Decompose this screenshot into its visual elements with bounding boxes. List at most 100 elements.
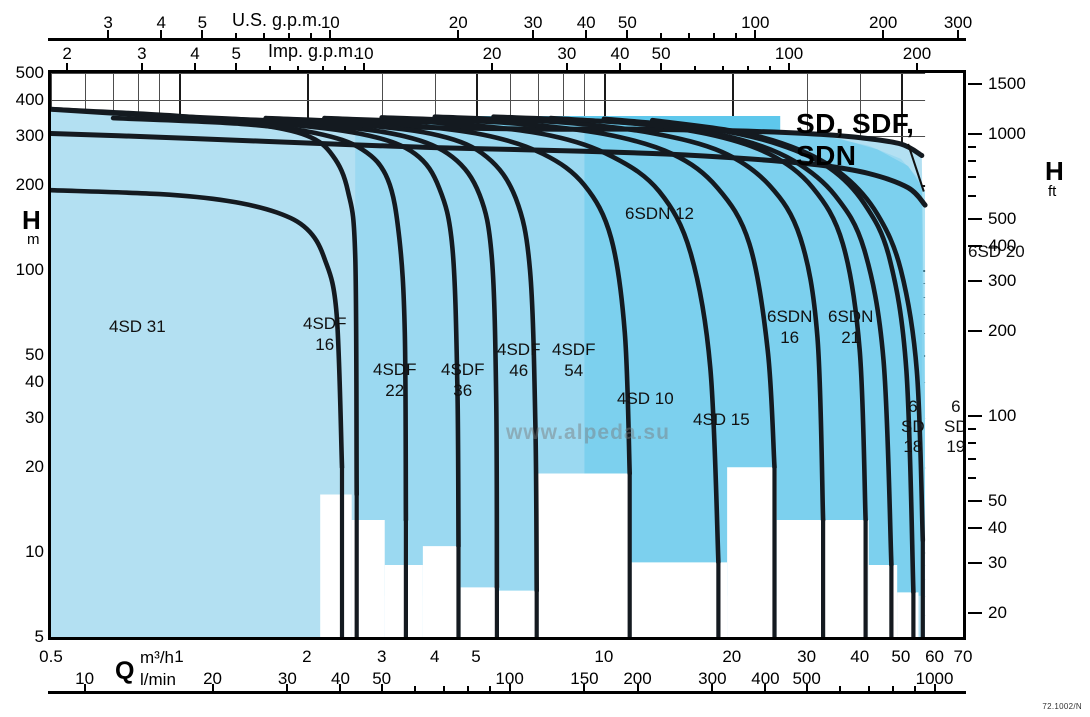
- tick-h-ft-30: 30: [988, 553, 1007, 573]
- tickmark-minor-h-ft: [968, 562, 976, 565]
- tickmark-minor-q-lmin: [933, 686, 936, 692]
- tick-us-gpm-200: 200: [869, 13, 898, 32]
- chart-title: SD, SDF, SDN: [796, 108, 915, 171]
- curve-label-4sdf16-l2: 16: [315, 334, 335, 354]
- tickmark-q-lmin: [583, 684, 586, 692]
- tick-imp-gpm-200: 200: [902, 44, 932, 63]
- tick-imp-gpm-50: 50: [651, 44, 671, 63]
- curve-label-6sd18: 6 SD 18: [901, 398, 925, 456]
- plot-area: 4SD 31 4SDF 16 4SDF 22 4SDF 36 4SDF 46 4…: [48, 70, 966, 640]
- tick-us-gpm-100: 100: [741, 13, 770, 32]
- tick-h-ft-200: 200: [988, 320, 1017, 340]
- tick-q-lmin-30: 30: [277, 669, 297, 688]
- tick-q-lmin-500: 500: [792, 669, 821, 688]
- curve-label-4sd10: 4SD 10: [617, 390, 674, 408]
- leader-line-6sd20: [907, 143, 925, 192]
- tickmark-minor-us-gpm: [263, 33, 266, 39]
- tick-h-m-200: 200: [15, 175, 44, 195]
- tickmark-minor-h-ft: [968, 329, 976, 332]
- tickmark-minor-imp-gpm: [194, 66, 196, 71]
- gridline-h: [51, 100, 963, 102]
- tick-us-gpm-30: 30: [523, 13, 543, 32]
- tick-h-m-400: 400: [15, 90, 44, 110]
- top-axis-label-us-gpm: U.S. g.p.m.: [232, 10, 323, 30]
- top-axis-us-gpm: [0, 0, 1090, 46]
- curve-label-4sd10-text: 4SD 10: [617, 389, 674, 408]
- tickmark-minor-imp-gpm: [321, 66, 324, 71]
- region-gap: [320, 494, 352, 637]
- tickmark-minor-q-lmin: [636, 686, 639, 692]
- tickmark-minor-imp-gpm: [788, 66, 791, 71]
- tickmark-minor-us-gpm: [713, 33, 716, 39]
- tickmark-minor-imp-gpm: [746, 66, 749, 71]
- tickmark-minor-h-ft: [968, 159, 976, 162]
- curve-label-6sdn21-l1: 6SDN: [828, 307, 874, 326]
- tickmark-minor-q-lmin: [508, 686, 511, 692]
- tick-h-m-40: 40: [25, 372, 44, 392]
- tick-q-lmin-100: 100: [495, 669, 524, 688]
- tickmark-minor-us-gpm: [734, 33, 737, 39]
- tickmark-minor-q-lmin: [711, 686, 714, 692]
- right-axis-unit: ft: [1048, 183, 1057, 200]
- tickmark-minor-us-gpm: [626, 33, 629, 39]
- curve-label-6sdn21: 6SDN 21: [828, 308, 873, 347]
- curve-label-4sdf54-l2: 54: [564, 360, 584, 380]
- tickmark-minor-q-lmin: [467, 686, 470, 692]
- tickmark-minor-h-ft: [968, 441, 976, 444]
- region-gap: [824, 519, 869, 637]
- tickmark-minor-h-ft: [968, 176, 976, 179]
- region-gap: [460, 587, 497, 637]
- tick-q-lmin-200: 200: [623, 669, 652, 688]
- tickmark-minor-q-lmin: [892, 686, 895, 692]
- tick-us-gpm-3: 3: [103, 13, 113, 32]
- curve-label-6sdn12-text: 6SDN 12: [625, 204, 694, 223]
- tick-h-m-100: 100: [15, 260, 44, 280]
- tickmark-minor-imp-gpm: [268, 66, 271, 71]
- tick-h-ft-20: 20: [988, 602, 1007, 622]
- curve-label-4sdf36-l1: 4SDF: [441, 360, 485, 379]
- tickmark-minor-imp-gpm: [693, 66, 696, 71]
- curve-label-6sdn16: 6SDN 16: [767, 308, 812, 347]
- performance-curve-4sd-10: [263, 115, 632, 476]
- tick-h-ft-50: 50: [988, 490, 1007, 510]
- tick-h-m-5: 5: [34, 627, 44, 646]
- tickmark-minor-q-lmin: [211, 686, 214, 692]
- tick-q-m3h-40: 40: [850, 647, 870, 666]
- tick-q-lmin-20: 20: [203, 669, 223, 688]
- tickmark-minor-q-lmin: [339, 686, 342, 692]
- tickmark-minor-q-lmin: [764, 686, 767, 692]
- tickmark-minor-q-lmin: [442, 686, 445, 692]
- performance-curve-6sd-20: [650, 117, 926, 543]
- curve-label-6sdn16-l1: 6SDN: [767, 307, 813, 326]
- curve-label-6sd20-text: 6SD 20: [968, 242, 1025, 261]
- tickmark-h-ft: [968, 82, 982, 85]
- tickmark-minor-imp-gpm: [915, 66, 918, 71]
- tick-imp-gpm-20: 20: [482, 44, 502, 63]
- tickmark-minor-imp-gpm: [235, 66, 238, 71]
- top-axis-label-imp-gpm: Imp. g.p.m.: [268, 41, 359, 61]
- tickmark-minor-us-gpm: [957, 33, 960, 39]
- tickmark-minor-q-lmin: [489, 686, 492, 692]
- tickmark-minor-us-gpm: [585, 33, 588, 39]
- performance-curve-6sdn-12: [379, 115, 777, 470]
- tickmark-minor-q-lmin: [839, 686, 842, 692]
- curve-label-4sdf36: 4SDF 36: [441, 361, 484, 400]
- tickmark-minor-us-gpm: [160, 33, 163, 39]
- tick-imp-gpm-30: 30: [557, 44, 577, 63]
- document-code: 72.1002/N: [1042, 702, 1082, 711]
- tick-h-ft-300: 300: [988, 271, 1017, 291]
- tickmark-minor-imp-gpm: [722, 66, 725, 71]
- plot-grid-and-curves: 4SD 31 4SDF 16 4SDF 22 4SDF 36 4SDF 46 4…: [51, 73, 963, 637]
- tick-q-m3h-60: 60: [925, 647, 945, 666]
- region-gap: [422, 546, 461, 637]
- tickmark-minor-q-lmin: [867, 686, 870, 692]
- tick-us-gpm-5: 5: [197, 13, 208, 32]
- region-gap: [538, 473, 632, 637]
- tickmark-minor-h-ft: [968, 427, 976, 430]
- envelope-curve-second: [51, 131, 928, 208]
- tick-imp-gpm-3: 3: [137, 44, 147, 63]
- tick-h-m-30: 30: [25, 407, 44, 427]
- tickmark-minor-us-gpm: [532, 33, 535, 39]
- tick-h-ft-100: 100: [988, 405, 1017, 425]
- tickmark-minor-us-gpm: [457, 33, 460, 39]
